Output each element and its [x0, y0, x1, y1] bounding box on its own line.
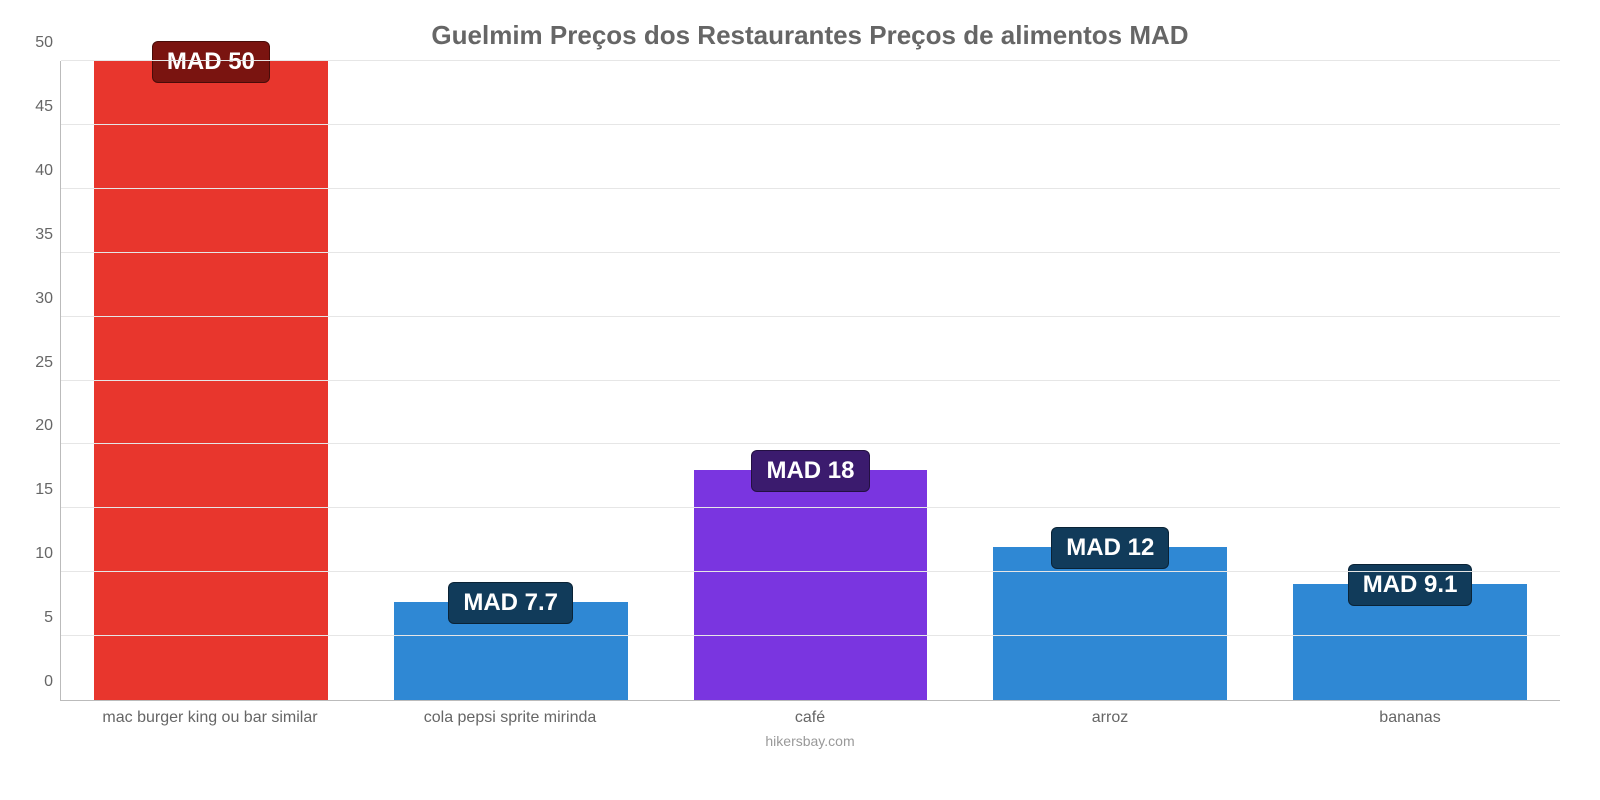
grid-line	[61, 188, 1560, 189]
bar: MAD 18	[694, 470, 928, 700]
x-tick-label: bananas	[1260, 709, 1560, 727]
bar-slot: MAD 18	[661, 61, 961, 700]
grid-line	[61, 124, 1560, 125]
y-tick-label: 30	[35, 290, 61, 308]
value-badge: MAD 18	[751, 450, 869, 492]
grid-line	[61, 571, 1560, 572]
bars-row: MAD 50 MAD 7.7 MAD 18 MAD 12 MAD 9.1	[61, 61, 1560, 700]
y-tick-label: 25	[35, 354, 61, 372]
y-tick-label: 20	[35, 417, 61, 435]
x-tick-label: mac burger king ou bar similar	[60, 709, 360, 727]
bar-chart: Guelmim Preços dos Restaurantes Preços d…	[0, 0, 1600, 800]
y-tick-label: 50	[35, 34, 61, 52]
y-tick-label: 0	[44, 673, 61, 691]
bar: MAD 9.1	[1293, 584, 1527, 700]
bar: MAD 12	[993, 547, 1227, 700]
grid-line	[61, 443, 1560, 444]
bar-slot: MAD 12	[960, 61, 1260, 700]
chart-title: Guelmim Preços dos Restaurantes Preços d…	[60, 20, 1560, 51]
value-badge: MAD 9.1	[1348, 564, 1473, 606]
y-tick-label: 5	[44, 609, 61, 627]
grid-line	[61, 252, 1560, 253]
bar: MAD 50	[94, 61, 328, 700]
grid-line	[61, 507, 1560, 508]
grid-line	[61, 316, 1560, 317]
credit-text: hikersbay.com	[60, 733, 1560, 749]
value-badge: MAD 12	[1051, 527, 1169, 569]
y-tick-label: 45	[35, 98, 61, 116]
y-tick-label: 35	[35, 226, 61, 244]
y-tick-label: 40	[35, 162, 61, 180]
bar-slot: MAD 9.1	[1260, 61, 1560, 700]
value-badge: MAD 7.7	[448, 582, 573, 624]
grid-line	[61, 380, 1560, 381]
plot-area: MAD 50MAD 7.7MAD 18MAD 12MAD 9.1 0510152…	[60, 61, 1560, 701]
x-tick-label: arroz	[960, 709, 1260, 727]
x-tick-label: cola pepsi sprite mirinda	[360, 709, 660, 727]
grid-line	[61, 60, 1560, 61]
bar: MAD 7.7	[394, 602, 628, 700]
y-tick-label: 10	[35, 545, 61, 563]
bar-slot: MAD 50	[61, 61, 361, 700]
x-tick-label: café	[660, 709, 960, 727]
grid-line	[61, 635, 1560, 636]
value-badge: MAD 50	[152, 41, 270, 83]
y-tick-label: 15	[35, 481, 61, 499]
x-axis-labels: mac burger king ou bar similarcola pepsi…	[60, 709, 1560, 727]
bar-slot: MAD 7.7	[361, 61, 661, 700]
